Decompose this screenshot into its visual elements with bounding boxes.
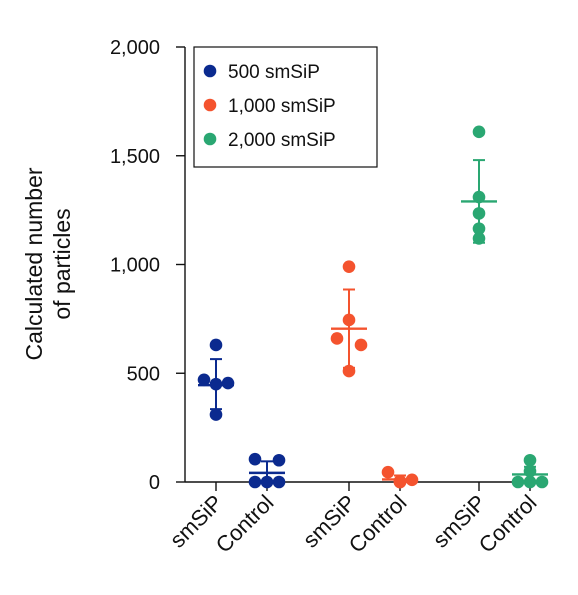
data-group <box>330 260 368 378</box>
data-point <box>342 364 356 378</box>
legend: 500 smSiP 1,000 smSiP 2,000 smSiP <box>193 46 378 168</box>
y-axis-title-line: Calculated number <box>21 167 47 360</box>
data-point <box>272 475 286 489</box>
legend-marker <box>203 98 217 112</box>
data-point <box>248 452 262 466</box>
data-point <box>209 377 223 391</box>
data-point <box>523 475 537 489</box>
data-point <box>472 222 486 235</box>
data-point <box>511 475 525 489</box>
data-point <box>272 453 286 467</box>
data-point <box>197 373 211 387</box>
data-point <box>472 207 486 220</box>
data-point <box>209 338 223 352</box>
y-tick-label: 0 <box>149 472 160 494</box>
data-point <box>260 475 274 489</box>
data-point <box>472 190 486 204</box>
legend-label: 2,000 smSiP <box>228 130 336 151</box>
data-group <box>197 338 235 421</box>
x-tick-label: Control <box>344 490 412 558</box>
legend-marker <box>203 132 217 146</box>
legend-label: 500 smSiP <box>228 62 320 83</box>
data-point <box>209 408 223 421</box>
y-axis: 0 500 1,000 1,500 2,000 <box>110 37 186 494</box>
data-point <box>405 473 419 487</box>
legend-marker <box>203 64 217 78</box>
data-group <box>248 452 286 489</box>
x-tick-label: Control <box>211 490 279 558</box>
legend-label: 1,000 smSiP <box>228 96 336 117</box>
legend-box <box>193 46 378 168</box>
data-point <box>342 260 356 273</box>
y-tick-label: 1,000 <box>110 255 160 277</box>
data-point <box>472 232 486 245</box>
data-point <box>354 338 368 352</box>
data-point <box>330 332 344 345</box>
y-axis-title-line: of particles <box>49 208 75 319</box>
data-point <box>523 464 537 478</box>
y-axis-label: Calculated number of particles <box>21 167 75 360</box>
y-tick-label: 500 <box>127 363 160 385</box>
data-group <box>381 465 419 489</box>
plot-marks <box>197 125 549 489</box>
data-point <box>248 475 262 489</box>
data-point <box>472 125 486 139</box>
data-group <box>461 125 497 245</box>
data-point <box>221 376 235 390</box>
data-group <box>511 453 549 489</box>
y-tick-label: 2,000 <box>110 37 160 59</box>
data-point <box>523 453 537 467</box>
data-point <box>381 465 395 479</box>
y-tick-label: 1,500 <box>110 146 160 168</box>
data-point <box>393 475 407 489</box>
data-point <box>535 475 549 489</box>
data-point <box>342 313 356 327</box>
x-tick-label: Control <box>474 490 542 558</box>
